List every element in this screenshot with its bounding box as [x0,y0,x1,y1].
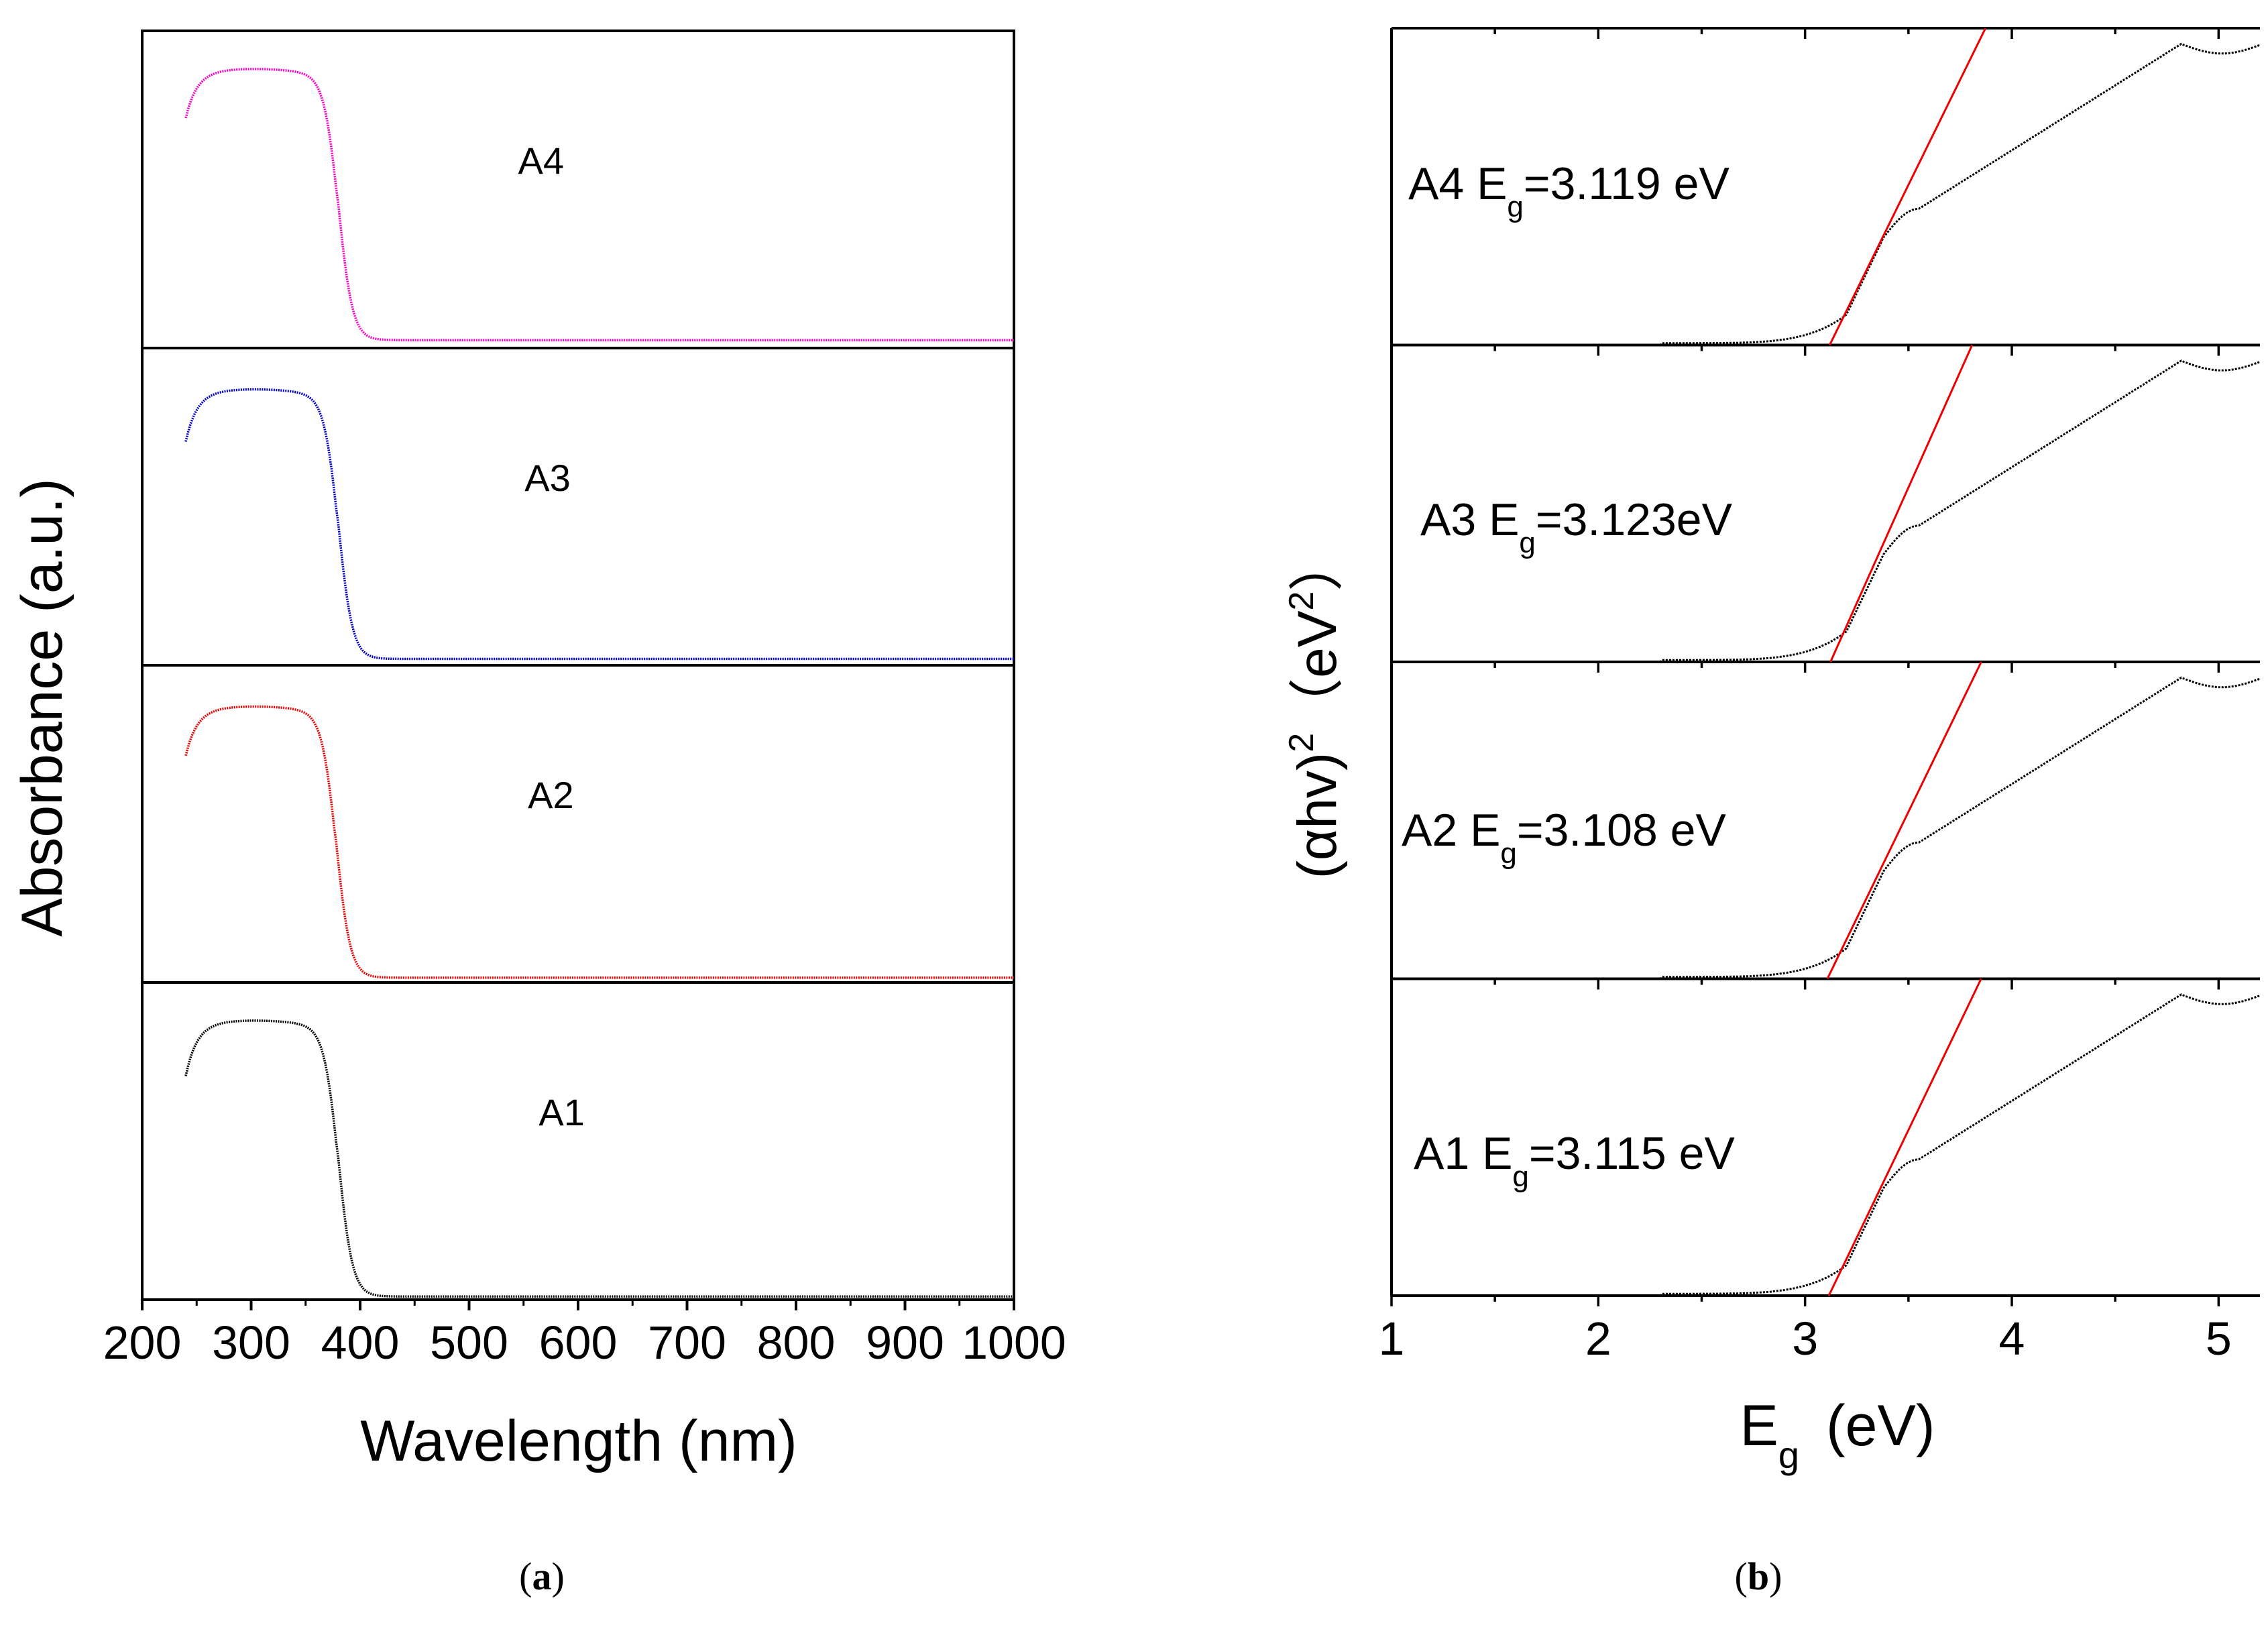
panel-b-y-label-main: (αhv) [1287,752,1348,879]
panel-b-label-prefix: A1 E [1414,1128,1512,1179]
panel-a-ticks: 200 300 400 500 600 700 800 900 1000 [103,1300,1066,1369]
panel-a-series-a4-line [184,68,1014,341]
panel-b-caption-letter: b [1748,1555,1769,1598]
panel-a-series-a2-line [184,705,1014,979]
panel-b-series-a4-line [1392,42,2261,346]
panel-a-x-tick-label: 300 [212,1316,290,1369]
panel-a-series-label-a2: A2 [528,774,574,816]
panel-a-series-a1-line [184,1019,1014,1298]
panel-b-label-value: =3.119 eV [1524,158,1730,209]
panel-b-curves [1392,27,2261,1297]
panel-b-label-value: =3.108 eV [1517,805,1727,856]
panel-b-label-sub: g [1519,526,1535,559]
panel-b-label-prefix: A4 E [1408,158,1507,209]
panel-b-y-label-sup: 2 [1282,733,1321,752]
panel-a-caption-letter: a [532,1555,552,1598]
panel-b-series-label-a4: A4 Eg=3.119 eV [1408,158,1730,223]
panel-b-label-prefix: A3 E [1420,494,1519,545]
panel-b-x-tick-label: 1 [1379,1312,1405,1365]
panel-b-series-label-a1: A1 Eg=3.115 eV [1414,1128,1735,1193]
panel-b-y-label-unit-close: ） [1287,537,1348,591]
panel-b-y-axis-label: (αhv)2（eV2） [1282,537,1348,879]
panel-b-x-tick-label: 4 [1999,1312,2025,1365]
panel-b-x-label-sub: g [1778,1434,1799,1476]
panel-a-x-tick-label: 1000 [962,1316,1066,1369]
panel-b-series-label-a3: A3 Eg=3.123eV [1420,494,1733,559]
panel-b-series-a3-fit-line [1829,344,1974,663]
panel-a-series-labels: A4 A3 A2 A1 [518,139,585,1133]
panel-a-x-tick-label: 700 [648,1316,726,1369]
panel-b-x-axis-label: Eg (eV) [1740,1394,1935,1476]
panel-a-caption: (a) [519,1555,565,1598]
panel-b-label-sub: g [1512,1160,1528,1193]
panel-b-caption: (b) [1735,1555,1782,1598]
panel-a-x-axis-label: Wavelength (nm) [360,1409,797,1473]
panel-a-x-tick-label: 900 [866,1316,944,1369]
panel-a-x-tick-label: 800 [757,1316,836,1369]
panel-b-x-tick-label: 2 [1585,1312,1611,1365]
panel-b-series-a4-fit-line [1829,27,1987,346]
panel-a-series-a3-line [184,388,1014,661]
panel-a-x-tick-label: 400 [321,1316,400,1369]
panel-a-x-tick-label: 500 [430,1316,508,1369]
panel-b-label-value: =3.115 eV [1529,1128,1736,1179]
panel-b-label-value: =3.123eV [1536,494,1733,545]
panel-b-label-prefix: A2 E [1402,805,1500,856]
panel-b-series-a1-fit-line [1827,978,1982,1296]
panel-b-x-label-main: E [1740,1394,1778,1458]
panel-b-label-sub: g [1500,837,1516,870]
panel-b-y-label-unit-open: （eV [1287,610,1348,733]
panel-a-x-tick-label: 200 [103,1316,182,1369]
panel-b-series-a2-line [1392,676,2261,980]
panel-a-series-label-a1: A1 [538,1091,585,1133]
panel-a-series-label-a3: A3 [524,457,571,499]
panel-b-series-label-a2: A2 Eg=3.108 eV [1402,805,1726,870]
panel-a-series-label-a4: A4 [518,139,565,182]
panel-b-series-a2-fit-line [1826,661,1982,980]
panel-b-x-tick-label: 3 [1792,1312,1818,1365]
panel-b-y-label-unit-sup: 2 [1282,591,1321,611]
panel-b-x-label-unit: (eV) [1826,1394,1935,1458]
panel-a-curves [184,68,1014,1298]
panel-b-ticks: 1 2 3 4 5 [1379,28,2232,1365]
panel-a-y-axis-label: Absorbance (a.u.) [10,478,74,937]
panel-b-series-a3-line [1392,359,2261,663]
panel-a: 200 300 400 500 600 700 800 900 1000 A4 A3 A2 A1 Ab… [10,30,1066,1598]
panel-a-x-tick-label: 600 [539,1316,618,1369]
panel-b-x-tick-label: 5 [2206,1312,2232,1365]
panel-b-label-sub: g [1507,190,1523,223]
panel-b-series-a1-line [1392,993,2261,1297]
